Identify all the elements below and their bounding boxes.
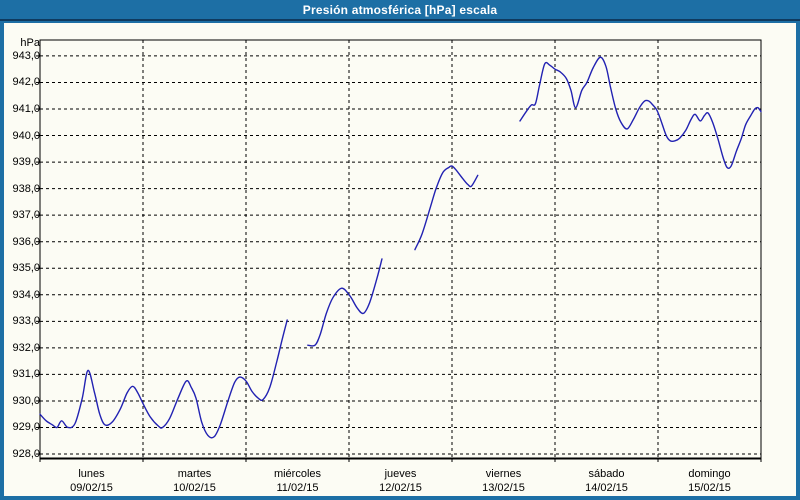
x-day-label: jueves <box>384 468 417 480</box>
y-axis-unit-label: hPa <box>20 36 40 49</box>
x-day-label: miércoles <box>273 468 322 480</box>
x-date-label: 10/02/15 <box>173 482 216 494</box>
plot-area <box>36 39 762 462</box>
y-tick-label: 941,0 <box>12 103 40 115</box>
y-tick-label: 930,0 <box>12 394 40 407</box>
y-tick-label: 942,0 <box>12 76 40 89</box>
chart-canvas: hPa 943,0 942,0 941,0 940,0 939,0 938,0 937,0 9… <box>4 23 796 496</box>
x-date-label: 09/02/15 <box>70 482 113 494</box>
x-day-label: domingo <box>688 468 731 480</box>
x-date-label: 12/02/15 <box>379 482 422 494</box>
pressure-series-line <box>39 319 288 439</box>
y-tick-label: 943,0 <box>12 49 40 62</box>
pressure-series-line <box>414 165 479 251</box>
y-tick-label: 932,0 <box>12 341 40 354</box>
pressure-series-line <box>307 258 383 347</box>
y-tick-label: 936,0 <box>12 235 40 248</box>
x-date-label: 13/02/15 <box>482 482 525 494</box>
x-day-label: viernes <box>485 468 522 480</box>
x-axis-labels: lunes 09/02/15 martes 10/02/15 miércoles 11/0… <box>4 23 796 496</box>
x-day-label: sábado <box>588 468 625 480</box>
y-axis-tick-labels: hPa 943,0 942,0 941,0 940,0 939,0 938,0 937,0 9… <box>4 23 40 496</box>
y-tick-label: 933,0 <box>12 315 40 328</box>
y-tick-label: 938,0 <box>12 182 40 195</box>
pressure-series-line <box>519 56 762 170</box>
y-tick-label: 931,0 <box>12 368 40 381</box>
y-tick-label: 940,0 <box>12 129 40 142</box>
y-tick-label: 928,0 <box>12 448 40 461</box>
y-tick-label: 937,0 <box>12 209 40 222</box>
y-tick-label: 929,0 <box>12 421 40 434</box>
y-tick-label: 935,0 <box>12 262 40 275</box>
y-tick-label: 934,0 <box>12 288 40 301</box>
title-bar: Presión atmosférica [hPa] escala <box>0 0 800 21</box>
x-date-label: 15/02/15 <box>688 482 731 494</box>
x-day-label: lunes <box>78 468 105 480</box>
y-tick-label: 939,0 <box>12 156 40 169</box>
x-date-label: 11/02/15 <box>276 482 319 494</box>
x-date-label: 14/02/15 <box>585 482 628 494</box>
x-day-label: martes <box>177 468 212 480</box>
window-title: Presión atmosférica [hPa] escala <box>302 2 498 17</box>
